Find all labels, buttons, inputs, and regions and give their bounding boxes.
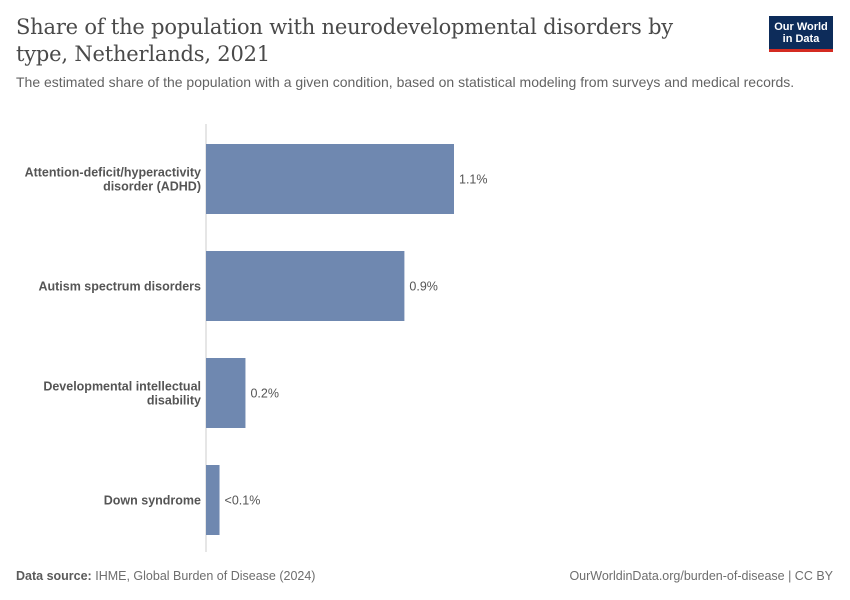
data-source: Data source: IHME, Global Burden of Dise…	[16, 569, 315, 583]
category-label-1: Autism spectrum disorders	[38, 280, 201, 294]
bar-0[interactable]	[206, 144, 454, 214]
value-label-3: <0.1%	[225, 494, 261, 508]
bar-2[interactable]	[206, 358, 246, 428]
data-source-label: Data source:	[16, 569, 92, 583]
logo-line-1: Our World	[774, 20, 828, 33]
chart-subtitle: The estimated share of the population wi…	[16, 74, 795, 90]
category-label-2: Developmental intellectual disability	[43, 380, 201, 408]
category-label-0: Attention-deficit/hyperactivity disorder …	[25, 166, 201, 194]
bar-1[interactable]	[206, 251, 405, 321]
data-source-text: IHME, Global Burden of Disease (2024)	[95, 569, 316, 583]
logo-line-2: in Data	[782, 32, 820, 45]
owid-logo[interactable]: Our World in Data	[769, 16, 833, 52]
chart-title: Share of the population with neurodevelo…	[16, 15, 673, 66]
category-label-3: Down syndrome	[104, 494, 201, 508]
bar-3[interactable]	[206, 465, 220, 535]
value-label-1: 0.9%	[409, 280, 438, 294]
value-label-0: 1.1%	[459, 173, 488, 187]
value-label-2: 0.2%	[250, 387, 278, 401]
credit-link[interactable]: OurWorldinData.org/burden-of-disease | C…	[569, 569, 833, 583]
